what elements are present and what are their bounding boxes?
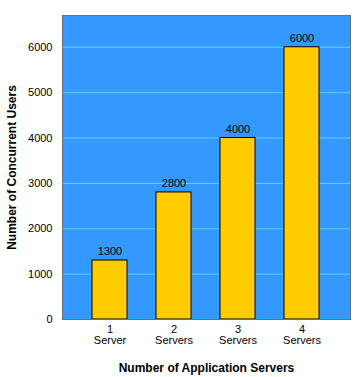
svg-text:2Servers: 2Servers bbox=[155, 323, 193, 346]
svg-text:2000: 2000 bbox=[28, 222, 52, 234]
svg-text:3Servers: 3Servers bbox=[219, 323, 257, 346]
svg-text:6000: 6000 bbox=[290, 32, 314, 44]
svg-text:4000: 4000 bbox=[226, 123, 250, 135]
svg-text:1000: 1000 bbox=[28, 268, 52, 280]
svg-text:Number of Concurrent Users: Number of Concurrent Users bbox=[5, 85, 19, 250]
svg-text:6000: 6000 bbox=[28, 41, 52, 53]
svg-text:Number of Application Servers: Number of Application Servers bbox=[119, 361, 295, 375]
svg-text:3000: 3000 bbox=[28, 177, 52, 189]
svg-text:0: 0 bbox=[46, 313, 52, 325]
svg-text:1Server: 1Server bbox=[94, 323, 127, 346]
svg-text:2800: 2800 bbox=[162, 177, 186, 189]
svg-text:1300: 1300 bbox=[98, 245, 122, 257]
svg-text:5000: 5000 bbox=[28, 86, 52, 98]
svg-text:4000: 4000 bbox=[28, 132, 52, 144]
svg-text:4Servers: 4Servers bbox=[283, 323, 321, 346]
